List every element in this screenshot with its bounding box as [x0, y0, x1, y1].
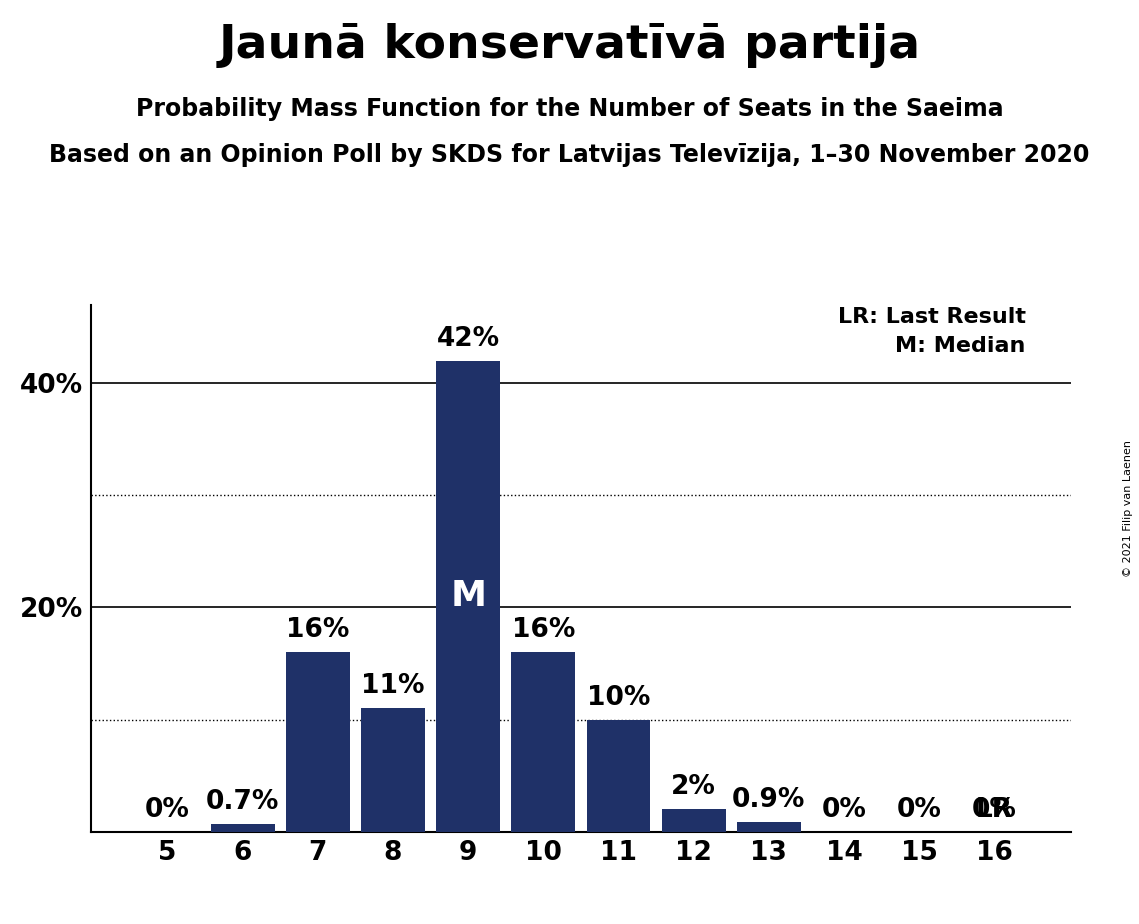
Bar	[211, 824, 274, 832]
Text: 0.9%: 0.9%	[732, 786, 805, 812]
Text: M: M	[450, 579, 486, 614]
Text: Jaunā konservatīvā partija: Jaunā konservatīvā partija	[219, 23, 920, 68]
Bar	[436, 361, 500, 832]
Bar	[662, 809, 726, 832]
Text: 42%: 42%	[436, 326, 500, 352]
Bar	[361, 709, 425, 832]
Bar	[511, 652, 575, 832]
Bar	[286, 652, 350, 832]
Bar	[587, 720, 650, 832]
Text: Based on an Opinion Poll by SKDS for Latvijas Televīzija, 1–30 November 2020: Based on an Opinion Poll by SKDS for Lat…	[49, 143, 1090, 167]
Text: 16%: 16%	[286, 617, 350, 643]
Text: © 2021 Filip van Laenen: © 2021 Filip van Laenen	[1123, 440, 1133, 577]
Text: 0.7%: 0.7%	[206, 789, 279, 815]
Text: M: Median: M: Median	[895, 336, 1026, 357]
Text: 0%: 0%	[896, 796, 942, 822]
Text: 0%: 0%	[145, 796, 190, 822]
Text: 0%: 0%	[821, 796, 867, 822]
Text: LR: Last Result: LR: Last Result	[838, 307, 1026, 327]
Text: 10%: 10%	[587, 685, 650, 711]
Text: 2%: 2%	[671, 774, 716, 800]
Bar	[737, 821, 801, 832]
Text: 16%: 16%	[511, 617, 575, 643]
Text: LR: LR	[976, 796, 1013, 822]
Text: 0%: 0%	[972, 796, 1017, 822]
Text: Probability Mass Function for the Number of Seats in the Saeima: Probability Mass Function for the Number…	[136, 97, 1003, 121]
Text: 11%: 11%	[361, 674, 425, 699]
